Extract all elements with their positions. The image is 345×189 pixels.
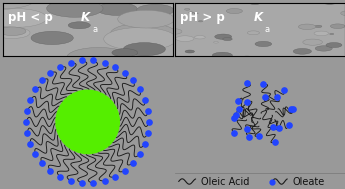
- Circle shape: [67, 47, 131, 68]
- Text: K: K: [254, 12, 263, 24]
- Circle shape: [164, 29, 182, 34]
- Circle shape: [189, 12, 194, 13]
- Circle shape: [157, 31, 161, 33]
- Circle shape: [123, 43, 165, 56]
- Circle shape: [185, 50, 195, 53]
- Circle shape: [97, 3, 137, 15]
- Circle shape: [185, 9, 190, 10]
- Text: a: a: [92, 25, 97, 34]
- Circle shape: [255, 41, 272, 46]
- Circle shape: [214, 42, 218, 43]
- Circle shape: [0, 9, 47, 27]
- Circle shape: [169, 59, 174, 60]
- Text: Oleic Acid: Oleic Acid: [201, 177, 249, 187]
- Text: pH < p: pH < p: [8, 12, 52, 24]
- Circle shape: [118, 10, 175, 28]
- Circle shape: [161, 17, 171, 20]
- Circle shape: [331, 24, 345, 29]
- Circle shape: [198, 21, 203, 22]
- Circle shape: [247, 31, 259, 35]
- Circle shape: [243, 56, 252, 59]
- Circle shape: [212, 52, 233, 59]
- Circle shape: [195, 36, 205, 39]
- Circle shape: [110, 23, 176, 44]
- Circle shape: [330, 33, 334, 35]
- Circle shape: [215, 34, 231, 39]
- Circle shape: [47, 0, 103, 17]
- Circle shape: [176, 36, 194, 41]
- Circle shape: [68, 22, 90, 29]
- Circle shape: [341, 11, 345, 16]
- Circle shape: [194, 13, 198, 14]
- Circle shape: [293, 49, 312, 54]
- Circle shape: [0, 27, 26, 36]
- Circle shape: [315, 25, 322, 28]
- Circle shape: [55, 90, 120, 154]
- Text: K: K: [81, 12, 90, 24]
- Circle shape: [326, 43, 342, 48]
- Circle shape: [315, 46, 332, 51]
- Circle shape: [321, 0, 338, 4]
- Circle shape: [249, 1, 260, 5]
- Circle shape: [137, 4, 174, 16]
- Text: Oleate: Oleate: [292, 177, 325, 187]
- Circle shape: [298, 24, 316, 29]
- Circle shape: [112, 49, 138, 57]
- Circle shape: [226, 9, 243, 14]
- Text: pH > p: pH > p: [180, 12, 225, 24]
- Text: a: a: [265, 25, 270, 34]
- Circle shape: [314, 31, 329, 36]
- Circle shape: [325, 59, 332, 61]
- Circle shape: [104, 28, 177, 50]
- Circle shape: [223, 38, 232, 41]
- Circle shape: [0, 27, 30, 39]
- Circle shape: [31, 31, 73, 45]
- Circle shape: [303, 39, 323, 45]
- Circle shape: [0, 0, 35, 9]
